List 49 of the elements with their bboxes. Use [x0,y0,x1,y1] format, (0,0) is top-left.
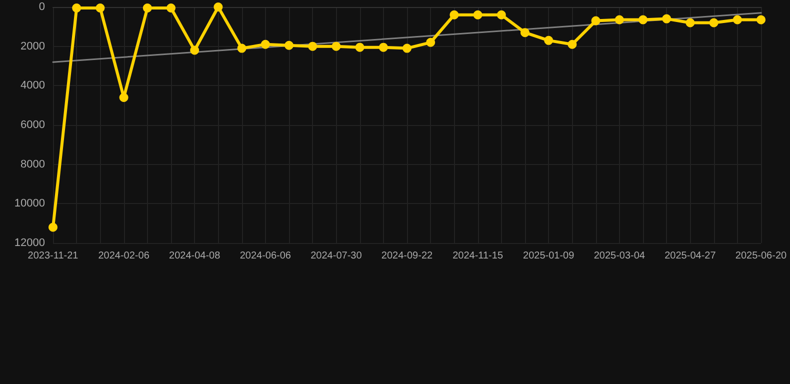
point [709,18,718,28]
point [450,10,459,20]
y-tick-label: 2000 [20,40,45,52]
y-tick-label: 6000 [20,119,45,131]
point [496,10,506,20]
y-tick-label: 8000 [20,158,45,170]
x-tick-label: 2025-04-27 [664,250,716,262]
y-tick-label: 10000 [14,198,45,210]
x-tick-label: 2024-09-22 [381,250,434,262]
y-tick-label: 4000 [20,80,45,92]
point [473,10,482,20]
point [732,15,742,24]
point [614,15,624,24]
point [544,36,554,45]
point [96,3,105,12]
x-tick-label: 2023-11-21 [28,250,79,262]
y-tick-label: 12000 [14,237,45,249]
point [142,3,152,12]
point [284,40,294,50]
x-tick-label: 2024-02-06 [98,250,150,262]
point [237,44,246,53]
point [591,16,600,26]
x-tick-label: 2024-11-15 [452,250,504,262]
point [355,42,364,52]
point [520,28,530,38]
point [166,3,176,12]
point [686,18,695,28]
point [568,40,577,49]
point [119,92,128,102]
y-tick-label: 0 [38,1,45,13]
point [190,46,200,55]
x-tick-label: 2024-07-30 [310,250,362,262]
x-tick-label: 2024-06-06 [240,250,292,262]
point [662,14,672,24]
x-tick-label: 2025-01-09 [523,250,575,262]
point [72,3,82,12]
point [378,42,388,52]
point [332,42,341,51]
point [756,15,766,24]
point [638,15,648,24]
point [214,2,223,12]
x-tick-label: 2025-06-20 [735,250,788,262]
point [48,222,58,232]
x-tick-label: 2025-03-04 [594,250,646,262]
point [402,44,412,53]
point [426,38,436,47]
point [260,40,270,49]
x-tick-label: 2024-04-08 [169,250,221,262]
point [308,42,318,51]
